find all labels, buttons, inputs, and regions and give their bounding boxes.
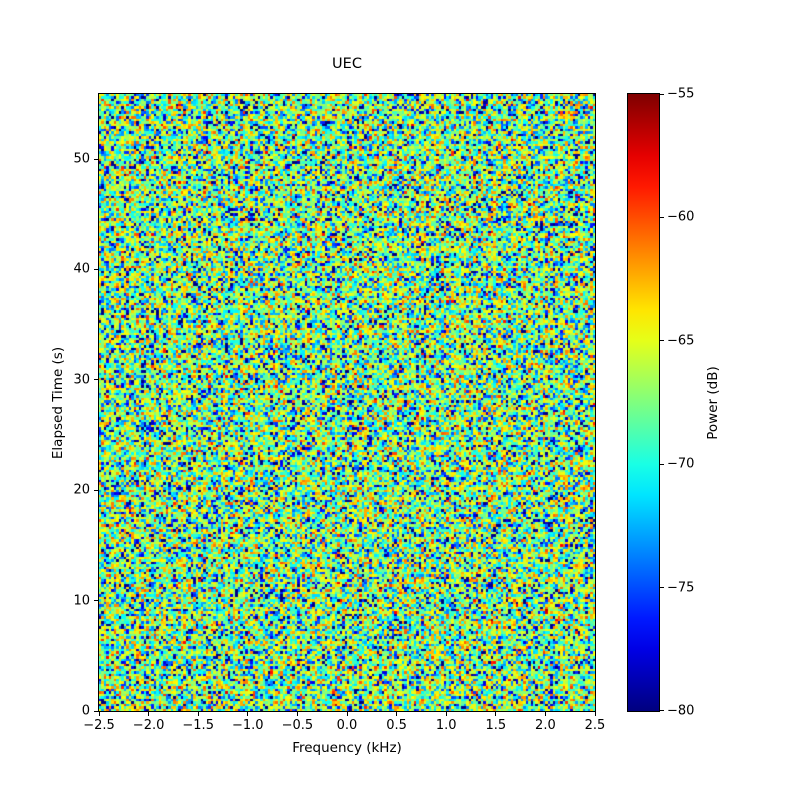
x-axis-tick-mark (495, 712, 497, 716)
x-axis-tick-mark (346, 712, 348, 716)
y-axis-tick-mark (94, 158, 98, 160)
colorbar-tick-label: −70 (667, 456, 695, 472)
colorbar-tick-mark (660, 340, 664, 342)
x-axis-tick-label: 0.5 (386, 718, 407, 733)
x-axis-tick-label: 1.5 (485, 718, 507, 733)
x-axis-tick-label: 0.0 (336, 718, 358, 733)
y-axis-tick-mark (94, 489, 98, 491)
x-axis-tick-mark (247, 712, 249, 716)
x-axis-tick-mark (197, 712, 199, 716)
y-axis-tick-label: 20 (73, 482, 90, 498)
y-axis-tick-label: 40 (73, 261, 90, 277)
colorbar-tick-label: −80 (667, 703, 695, 719)
colorbar-label: Power (dB) (705, 366, 721, 440)
y-axis-tick-mark (94, 600, 98, 602)
x-axis-tick-mark (296, 712, 298, 716)
colorbar-tick-mark (660, 587, 664, 589)
colorbar-tick-mark (660, 463, 664, 465)
colorbar-tick-label: −65 (667, 333, 695, 349)
x-axis-tick-label: 1.0 (435, 718, 457, 733)
x-axis-tick-mark (445, 712, 447, 716)
spectrogram-plot-area (98, 93, 596, 712)
x-axis-tick-label: 2.5 (584, 718, 606, 733)
x-axis-tick-mark (148, 712, 150, 716)
y-axis-tick-label: 10 (73, 593, 90, 609)
x-axis-tick-label: −1.0 (232, 718, 264, 733)
x-axis-tick-label: −2.0 (132, 718, 165, 733)
colorbar-tick-label: −60 (667, 209, 695, 225)
x-axis-tick-label: −0.5 (281, 718, 314, 733)
colorbar-tick-mark (660, 709, 664, 711)
y-axis-tick-label: 50 (73, 151, 90, 167)
x-axis-tick-mark (98, 712, 100, 716)
x-axis-tick-mark (396, 712, 398, 716)
chart-title: UEC (332, 56, 362, 72)
colorbar-tick-label: −55 (667, 86, 695, 102)
colorbar (627, 93, 660, 712)
x-axis-tick-label: 2.0 (535, 718, 556, 733)
x-axis-tick-label: −1.5 (182, 718, 214, 733)
spectrogram-canvas (99, 94, 595, 711)
colorbar-tick-mark (660, 93, 664, 95)
y-axis-tick-label: 30 (73, 372, 90, 388)
y-axis-tick-mark (94, 710, 98, 712)
y-axis-tick-mark (94, 379, 98, 381)
y-axis-label: Elapsed Time (s) (50, 346, 66, 460)
x-axis-label: Frequency (kHz) (292, 740, 402, 756)
x-axis-tick-label: −2.5 (83, 718, 115, 733)
colorbar-tick-label: −75 (667, 580, 695, 596)
x-axis-tick-mark (544, 712, 546, 716)
y-axis-tick-mark (94, 268, 98, 270)
colorbar-tick-mark (660, 216, 664, 218)
y-axis-tick-label: 0 (81, 703, 90, 719)
x-axis-tick-mark (594, 712, 596, 716)
